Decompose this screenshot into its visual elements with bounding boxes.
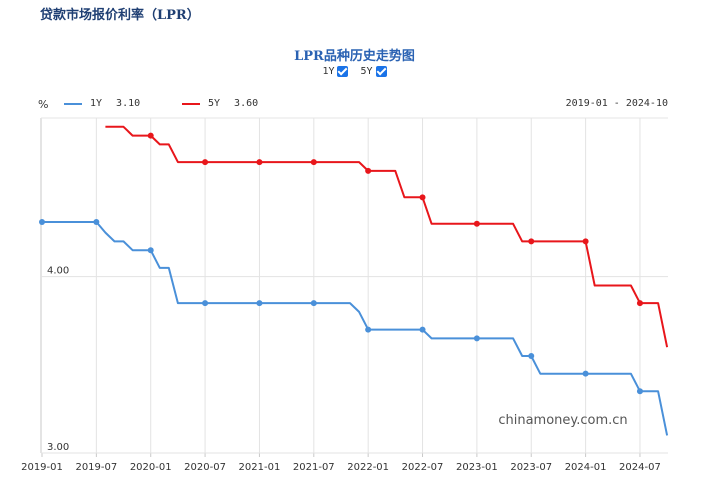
toggle-5y-label: 5Y <box>360 66 373 77</box>
data-point-5y <box>582 238 589 245</box>
checkbox-5y[interactable] <box>375 66 387 77</box>
x-tick-label: 2023-01 <box>456 462 498 473</box>
watermark: chinamoney.com.cn <box>498 413 627 428</box>
data-point-1y <box>147 247 154 254</box>
legend-value-5y: 3.60 <box>234 98 259 109</box>
y-unit: % <box>38 98 49 111</box>
x-tick-label: 2019-07 <box>75 462 117 473</box>
data-point-5y <box>636 300 643 307</box>
x-tick-label: 2023-07 <box>510 462 552 473</box>
legend-name-1y: 1Y <box>90 98 103 109</box>
x-tick-label: 2022-07 <box>402 462 444 473</box>
x-tick-label: 2024-07 <box>619 462 661 473</box>
data-point-5y <box>473 220 480 227</box>
chart-title: LPR品种历史走势图 <box>294 49 415 64</box>
toggle-5y[interactable]: 5Y <box>361 66 387 77</box>
data-point-5y <box>256 159 263 166</box>
y-tick-label: 3.00 <box>47 442 69 453</box>
x-tick-label: 2022-01 <box>347 462 389 473</box>
data-point-1y <box>256 300 263 307</box>
legend-item-5y[interactable]: 5Y 3.60 <box>182 98 258 109</box>
x-tick-label: 2021-07 <box>293 462 335 473</box>
data-point-1y <box>473 335 480 342</box>
data-point-1y <box>310 300 317 307</box>
legend-item-1y[interactable]: 1Y 3.10 <box>64 98 140 109</box>
legend-swatch-1y <box>64 102 82 105</box>
page-title: 贷款市场报价利率（LPR） <box>40 8 200 23</box>
x-tick-label: 2020-01 <box>130 462 172 473</box>
data-point-1y <box>528 353 535 360</box>
data-point-5y <box>365 167 372 174</box>
data-point-1y <box>636 388 643 395</box>
data-point-1y <box>202 300 209 307</box>
checkbox-1y[interactable] <box>337 66 349 77</box>
data-point-1y <box>93 219 100 226</box>
data-point-1y <box>39 219 45 226</box>
series-line-1y <box>42 221 669 436</box>
legend-value-1y: 3.10 <box>116 98 141 109</box>
data-point-1y <box>365 326 372 333</box>
series-line-5y <box>105 125 669 348</box>
date-range: 2019-01 - 2024-10 <box>565 98 668 109</box>
legend-row: % 1Y 3.10 5Y 3.60 2019-01 - 2024-10 <box>0 98 709 114</box>
x-tick-label: 2020-07 <box>184 462 226 473</box>
data-point-1y <box>582 370 589 377</box>
data-point-5y <box>202 159 209 166</box>
data-point-5y <box>528 238 535 245</box>
series-toggles: 1Y 5Y <box>0 66 709 77</box>
y-tick-label: 4.00 <box>47 266 69 277</box>
x-tick-label: 2019-01 <box>21 462 63 473</box>
data-point-5y <box>310 159 317 166</box>
legend-swatch-5y <box>182 102 200 105</box>
legend-name-5y: 5Y <box>208 98 221 109</box>
toggle-1y-label: 1Y <box>322 66 335 77</box>
data-point-5y <box>419 194 426 201</box>
data-point-5y <box>147 132 154 139</box>
data-point-1y <box>419 326 426 333</box>
x-tick-label: 2024-01 <box>565 462 607 473</box>
x-tick-label: 2021-01 <box>239 462 281 473</box>
toggle-1y[interactable]: 1Y <box>322 66 349 77</box>
